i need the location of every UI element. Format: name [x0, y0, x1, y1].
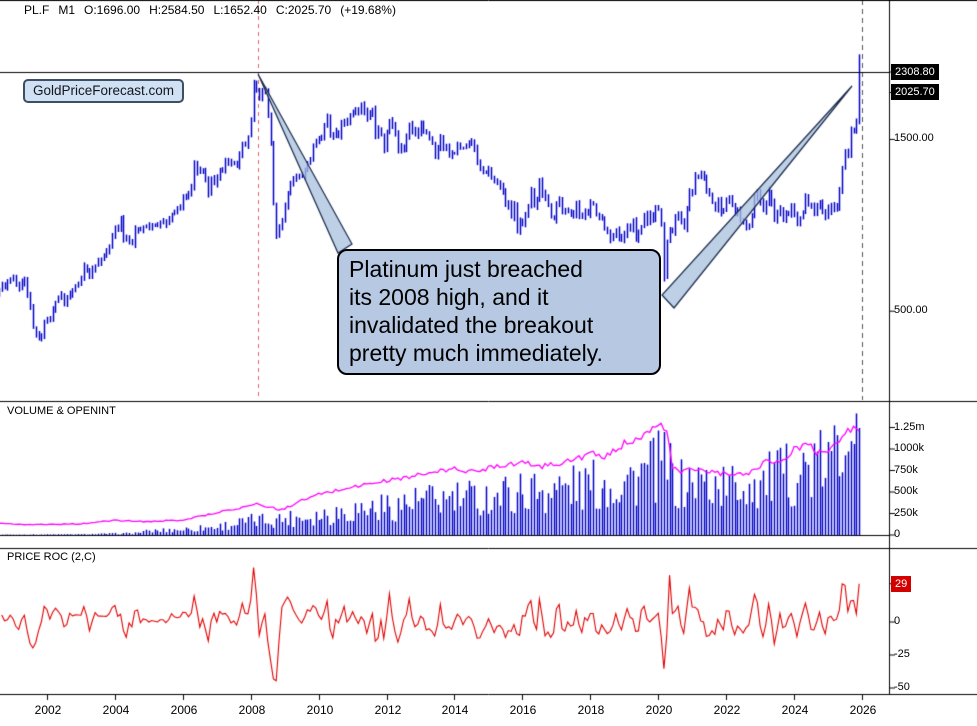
x-axis-year-label: 2014	[441, 703, 469, 717]
watermark-text: GoldPriceForecast.com	[33, 83, 175, 98]
chart-header: PL.F M1 O:1696.00 H:2584.50 L:1652.40 C:2025.…	[24, 3, 405, 17]
roc-panel-title: PRICE ROC (2,C)	[7, 551, 96, 563]
roc-axis-label: 0	[894, 615, 901, 627]
volume-axis-label: 500k	[894, 485, 918, 497]
header-close: C:2025.70	[275, 3, 332, 17]
x-axis-year-label: 2022	[713, 703, 741, 717]
volume-axis-label: 1.25m	[894, 421, 925, 433]
price-axis-label: 500.00	[894, 304, 928, 316]
x-axis-year-label: 2004	[102, 703, 130, 717]
header-high: H:2584.50	[149, 3, 205, 17]
roc-axis-badge: 29	[891, 576, 912, 592]
roc-axis-label: -50	[894, 681, 910, 693]
volume-panel-title: VOLUME & OPENINT	[7, 405, 116, 417]
volume-axis-label: 250k	[894, 507, 918, 519]
x-axis-year-label: 2018	[577, 703, 605, 717]
volume-axis-label: 1000k	[894, 442, 924, 454]
volume-axis-label: 0	[894, 528, 901, 540]
x-axis-year-label: 2016	[509, 703, 537, 717]
price-axis-badge: 2025.70	[891, 84, 939, 100]
annotation-line: pretty much immediately.	[349, 340, 603, 366]
x-axis-year-label: 2024	[781, 703, 809, 717]
x-axis-year-label: 2010	[306, 703, 334, 717]
x-axis-year-label: 2002	[34, 703, 62, 717]
watermark-badge: GoldPriceForecast.com	[23, 79, 185, 103]
price-axis-label: 1500.00	[894, 132, 934, 144]
x-axis-year-label: 2006	[170, 703, 198, 717]
header-change: (+19.68%)	[340, 3, 396, 17]
annotation-callout: Platinum just breached its 2008 high, an…	[337, 249, 661, 375]
header-symbol: PL.F	[24, 3, 50, 17]
roc-axis-label: -25	[894, 648, 910, 660]
volume-axis-label: 750k	[894, 464, 918, 476]
price-axis-badge: 2308.80	[891, 64, 939, 80]
header-low: L:1652.40	[213, 3, 267, 17]
header-open: O:1696.00	[84, 3, 141, 17]
annotation-line: Platinum just breached	[349, 256, 583, 282]
x-axis-year-label: 2012	[374, 703, 402, 717]
x-axis-year-label: 2020	[645, 703, 673, 717]
x-axis-year-label: 2008	[238, 703, 266, 717]
x-axis-year-label: 2026	[849, 703, 877, 717]
annotation-line: its 2008 high, and it	[349, 284, 549, 310]
annotation-line: invalidated the breakout	[349, 312, 594, 338]
header-timeframe: M1	[58, 3, 76, 17]
